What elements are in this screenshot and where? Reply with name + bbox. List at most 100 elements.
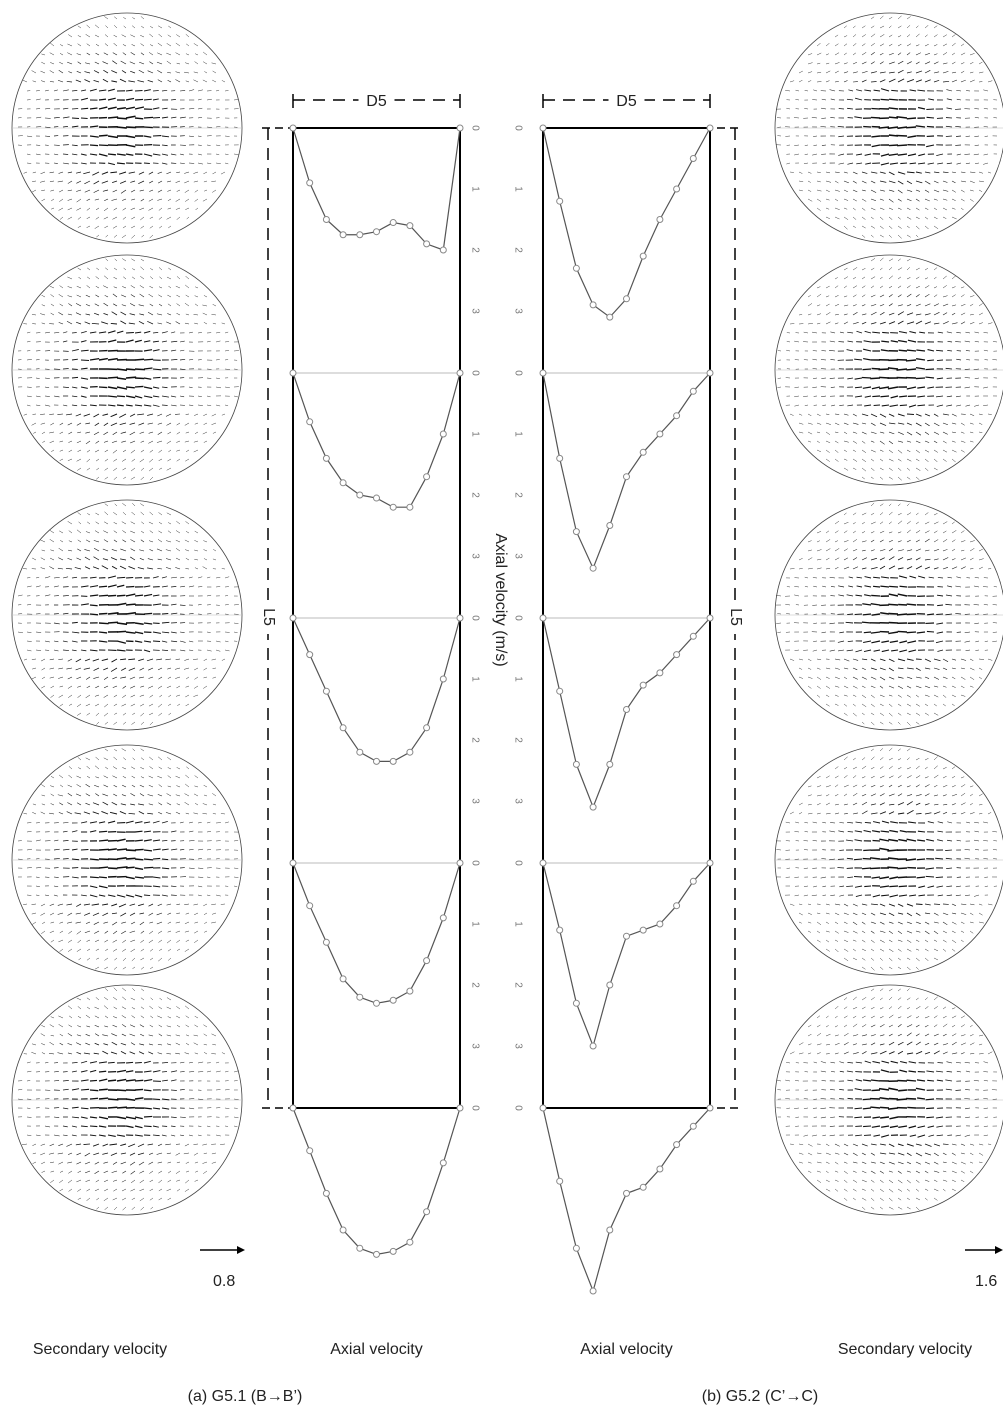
vector	[834, 43, 839, 47]
vector	[76, 1042, 82, 1046]
vector	[57, 180, 64, 183]
vector	[101, 321, 109, 325]
vector	[982, 386, 989, 389]
vector	[933, 939, 938, 942]
tick-label: 2	[512, 737, 523, 743]
vector	[98, 640, 108, 643]
profile-point	[656, 430, 664, 438]
vector	[816, 531, 822, 534]
vector	[211, 921, 217, 924]
vector	[194, 775, 199, 779]
vector	[945, 594, 953, 597]
vector	[111, 903, 118, 907]
vector	[125, 106, 135, 110]
vector	[110, 322, 118, 325]
tick-label: 0	[512, 125, 523, 131]
vector	[148, 903, 154, 907]
vector	[98, 612, 108, 615]
vector	[113, 43, 118, 47]
vector	[170, 116, 177, 119]
vector	[870, 930, 875, 934]
vector	[888, 61, 895, 65]
vector	[48, 1052, 55, 1055]
vector	[821, 350, 827, 352]
vector	[852, 458, 858, 462]
profile-point	[639, 252, 647, 260]
vector	[897, 1152, 905, 1156]
vector	[816, 803, 821, 806]
vector	[130, 207, 136, 210]
vector	[224, 649, 230, 652]
vector	[68, 303, 73, 307]
vector	[53, 885, 59, 888]
vector	[852, 539, 858, 543]
vector	[789, 811, 794, 815]
vector	[870, 1188, 875, 1192]
vector	[85, 703, 91, 707]
vector	[839, 331, 845, 334]
vector	[152, 376, 161, 379]
tick-label: 1	[512, 186, 523, 192]
vector	[94, 303, 100, 307]
vector	[861, 285, 866, 289]
vector	[803, 331, 809, 334]
vector	[945, 367, 953, 370]
vector	[924, 930, 930, 935]
vector	[915, 61, 920, 65]
vector	[107, 1079, 117, 1082]
vector	[992, 341, 998, 343]
vector	[897, 458, 902, 462]
vector	[794, 386, 800, 388]
vector	[807, 812, 813, 815]
vector	[103, 685, 109, 689]
vector	[888, 556, 895, 561]
vector	[933, 322, 940, 325]
vector	[924, 79, 931, 83]
vector	[829, 622, 836, 625]
vector	[94, 785, 100, 788]
vector	[68, 440, 73, 443]
vector	[811, 331, 818, 334]
vector	[111, 311, 118, 316]
vector	[50, 1035, 55, 1037]
vector	[68, 694, 73, 698]
vector	[881, 1060, 890, 1064]
vector	[906, 1161, 912, 1165]
vector	[852, 431, 858, 434]
vector	[96, 267, 100, 271]
vector	[861, 268, 866, 271]
vector	[40, 70, 46, 74]
vector	[820, 876, 827, 879]
vector	[915, 1033, 920, 1037]
vector	[185, 313, 190, 316]
vector	[873, 576, 881, 579]
vector	[942, 1033, 947, 1037]
vector	[139, 431, 145, 434]
vector	[113, 1188, 118, 1192]
vector	[94, 1170, 100, 1174]
vector	[843, 1161, 848, 1164]
vector	[220, 1143, 226, 1145]
vector	[59, 1188, 64, 1192]
vector	[924, 1006, 929, 1010]
vector	[926, 838, 935, 842]
vector	[897, 1179, 903, 1184]
vector	[95, 294, 100, 298]
vector	[93, 547, 100, 552]
vector	[862, 613, 872, 616]
vector	[26, 822, 32, 824]
vector	[834, 295, 839, 298]
vector	[863, 348, 872, 352]
vector	[945, 603, 953, 606]
vector	[131, 1206, 136, 1210]
vector	[829, 340, 836, 343]
vector	[879, 189, 885, 192]
vector	[933, 44, 938, 47]
vector	[84, 180, 91, 185]
vector	[107, 135, 119, 139]
vector	[924, 285, 930, 289]
vector	[897, 304, 903, 307]
vector	[213, 549, 217, 552]
vector	[49, 530, 55, 534]
vector	[906, 775, 912, 779]
